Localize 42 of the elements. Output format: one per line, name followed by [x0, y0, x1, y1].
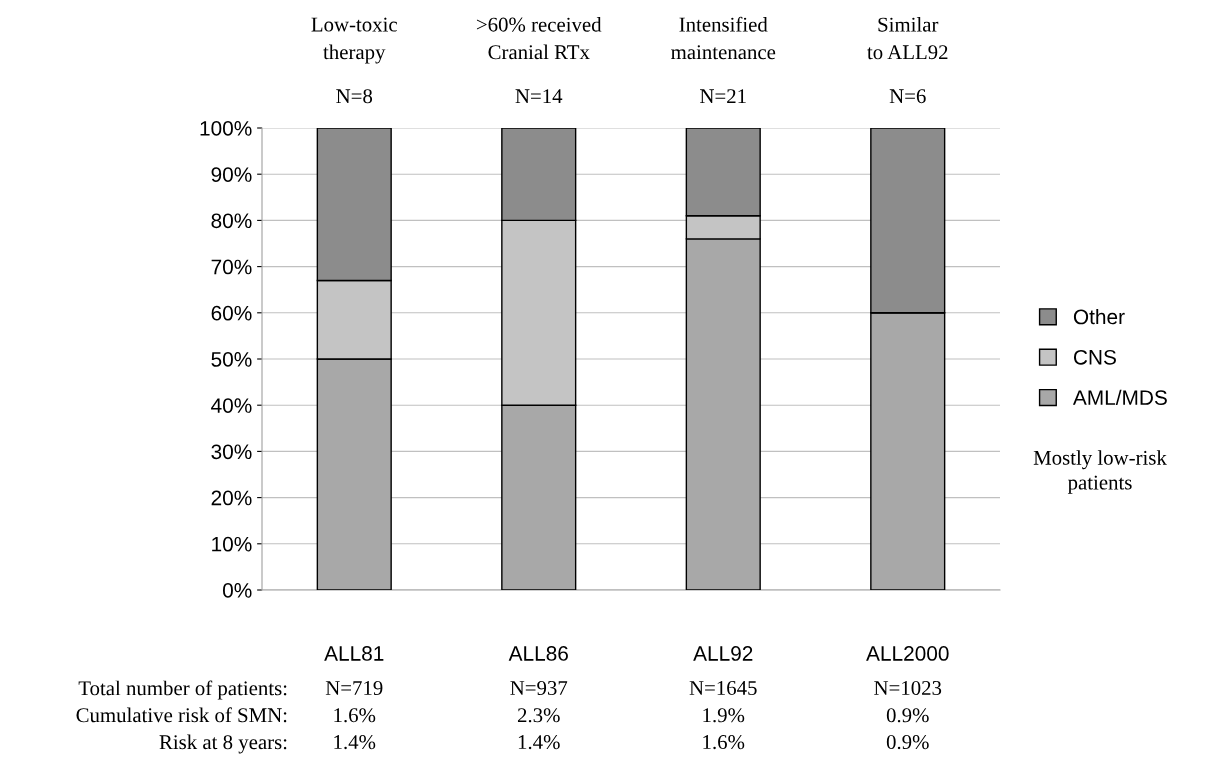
y-tick-label: 0% — [222, 583, 252, 598]
y-tick-label: 70% — [211, 259, 252, 275]
y-tick-label: 20% — [211, 490, 252, 506]
y-tick-label: 40% — [211, 398, 252, 413]
text: Total number of patients: — [78, 680, 287, 700]
text: N=14 — [515, 89, 563, 103]
text: Intensified maintenance — [671, 16, 776, 60]
y-tick-label: 10% — [212, 536, 252, 552]
y-tick-label: 50% — [211, 352, 252, 367]
text: 1.4% — [518, 735, 560, 750]
y-tick-label: 30% — [211, 444, 252, 460]
x-tick-label: ALL81 — [324, 646, 384, 661]
text: Cumulative risk of SMN: — [76, 707, 287, 723]
text: N=937 — [510, 681, 568, 696]
y-tick-label: 90% — [211, 167, 252, 182]
text: 0.9% — [886, 708, 929, 723]
text: 1.6% — [703, 735, 745, 750]
legend-label: AML/MDS — [1072, 389, 1167, 406]
legend-label: CNS — [1073, 349, 1116, 365]
text: 1.9% — [703, 708, 745, 723]
text: 1.6% — [334, 708, 376, 723]
x-tick-label: ALL86 — [508, 646, 568, 661]
text: N=719 — [325, 681, 383, 696]
text: N=6 — [889, 89, 926, 104]
y-tick-label: 100% — [200, 121, 252, 136]
text: N=1645 — [689, 681, 757, 696]
text: N=1023 — [874, 680, 942, 696]
text: Mostly low-risk patients — [1033, 450, 1167, 494]
text: Risk at 8 years: — [159, 734, 287, 754]
text: 2.3% — [517, 708, 560, 723]
y-tick-label: 80% — [211, 213, 252, 229]
x-tick-label: ALL2000 — [866, 646, 949, 661]
legend-label: Other — [1073, 308, 1125, 325]
text: Similar to ALL92 — [867, 16, 948, 60]
text: 0.9% — [886, 735, 929, 750]
text: N=8 — [336, 89, 373, 104]
y-tick-label: 60% — [211, 305, 252, 321]
text: >60% received Cranial RTx — [476, 16, 602, 60]
text: Low-toxic therapy — [311, 17, 397, 64]
x-tick-label: ALL92 — [693, 646, 753, 661]
text: 1.4% — [334, 735, 376, 750]
text: N=21 — [700, 89, 746, 103]
